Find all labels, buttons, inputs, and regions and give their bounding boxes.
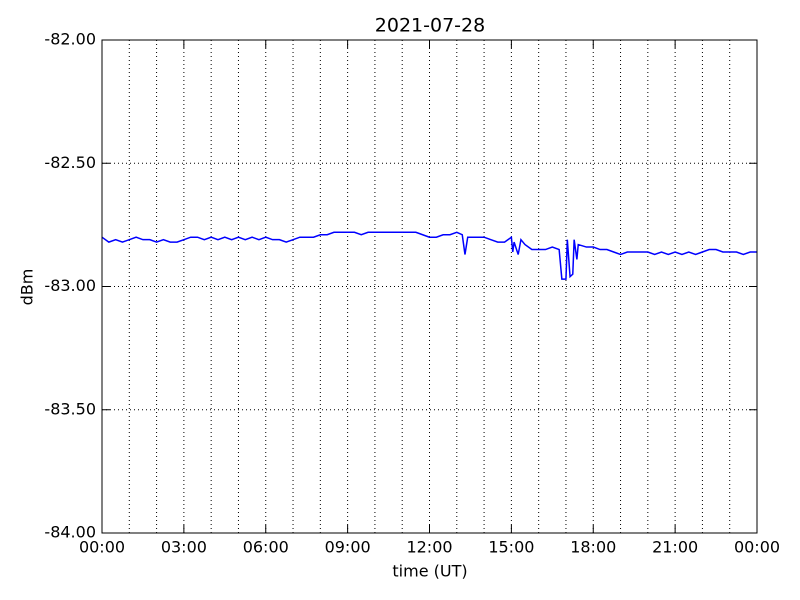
x-tick-label: 00:00 — [734, 538, 780, 557]
x-tick-label: 21:00 — [652, 538, 698, 557]
y-tick-label: -84.00 — [44, 523, 96, 542]
y-axis-label: dBm — [18, 269, 37, 306]
data-line — [101, 231, 757, 280]
x-tick-label: 18:00 — [570, 538, 616, 557]
x-tick-label: 15:00 — [488, 538, 534, 557]
x-tick-label: 03:00 — [161, 538, 207, 557]
plot-frame — [101, 39, 758, 534]
y-tick-label: -82.00 — [44, 30, 96, 49]
x-tick-label: 06:00 — [243, 538, 289, 557]
chart-title: 2021-07-28 — [375, 15, 485, 37]
y-tick-label: -83.50 — [44, 399, 96, 418]
x-tick-label: 12:00 — [406, 538, 452, 557]
x-tick-label: 00:00 — [79, 538, 125, 557]
x-axis-label: time (UT) — [392, 562, 467, 581]
y-tick-label: -82.50 — [44, 153, 96, 172]
x-tick-label: 09:00 — [325, 538, 371, 557]
y-tick-label: -83.00 — [44, 276, 96, 295]
